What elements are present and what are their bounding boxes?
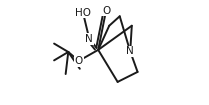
Text: N: N [126, 46, 134, 56]
Text: HO: HO [75, 8, 91, 18]
Text: O: O [102, 5, 110, 16]
Text: N: N [85, 34, 93, 44]
Text: O: O [75, 56, 83, 66]
